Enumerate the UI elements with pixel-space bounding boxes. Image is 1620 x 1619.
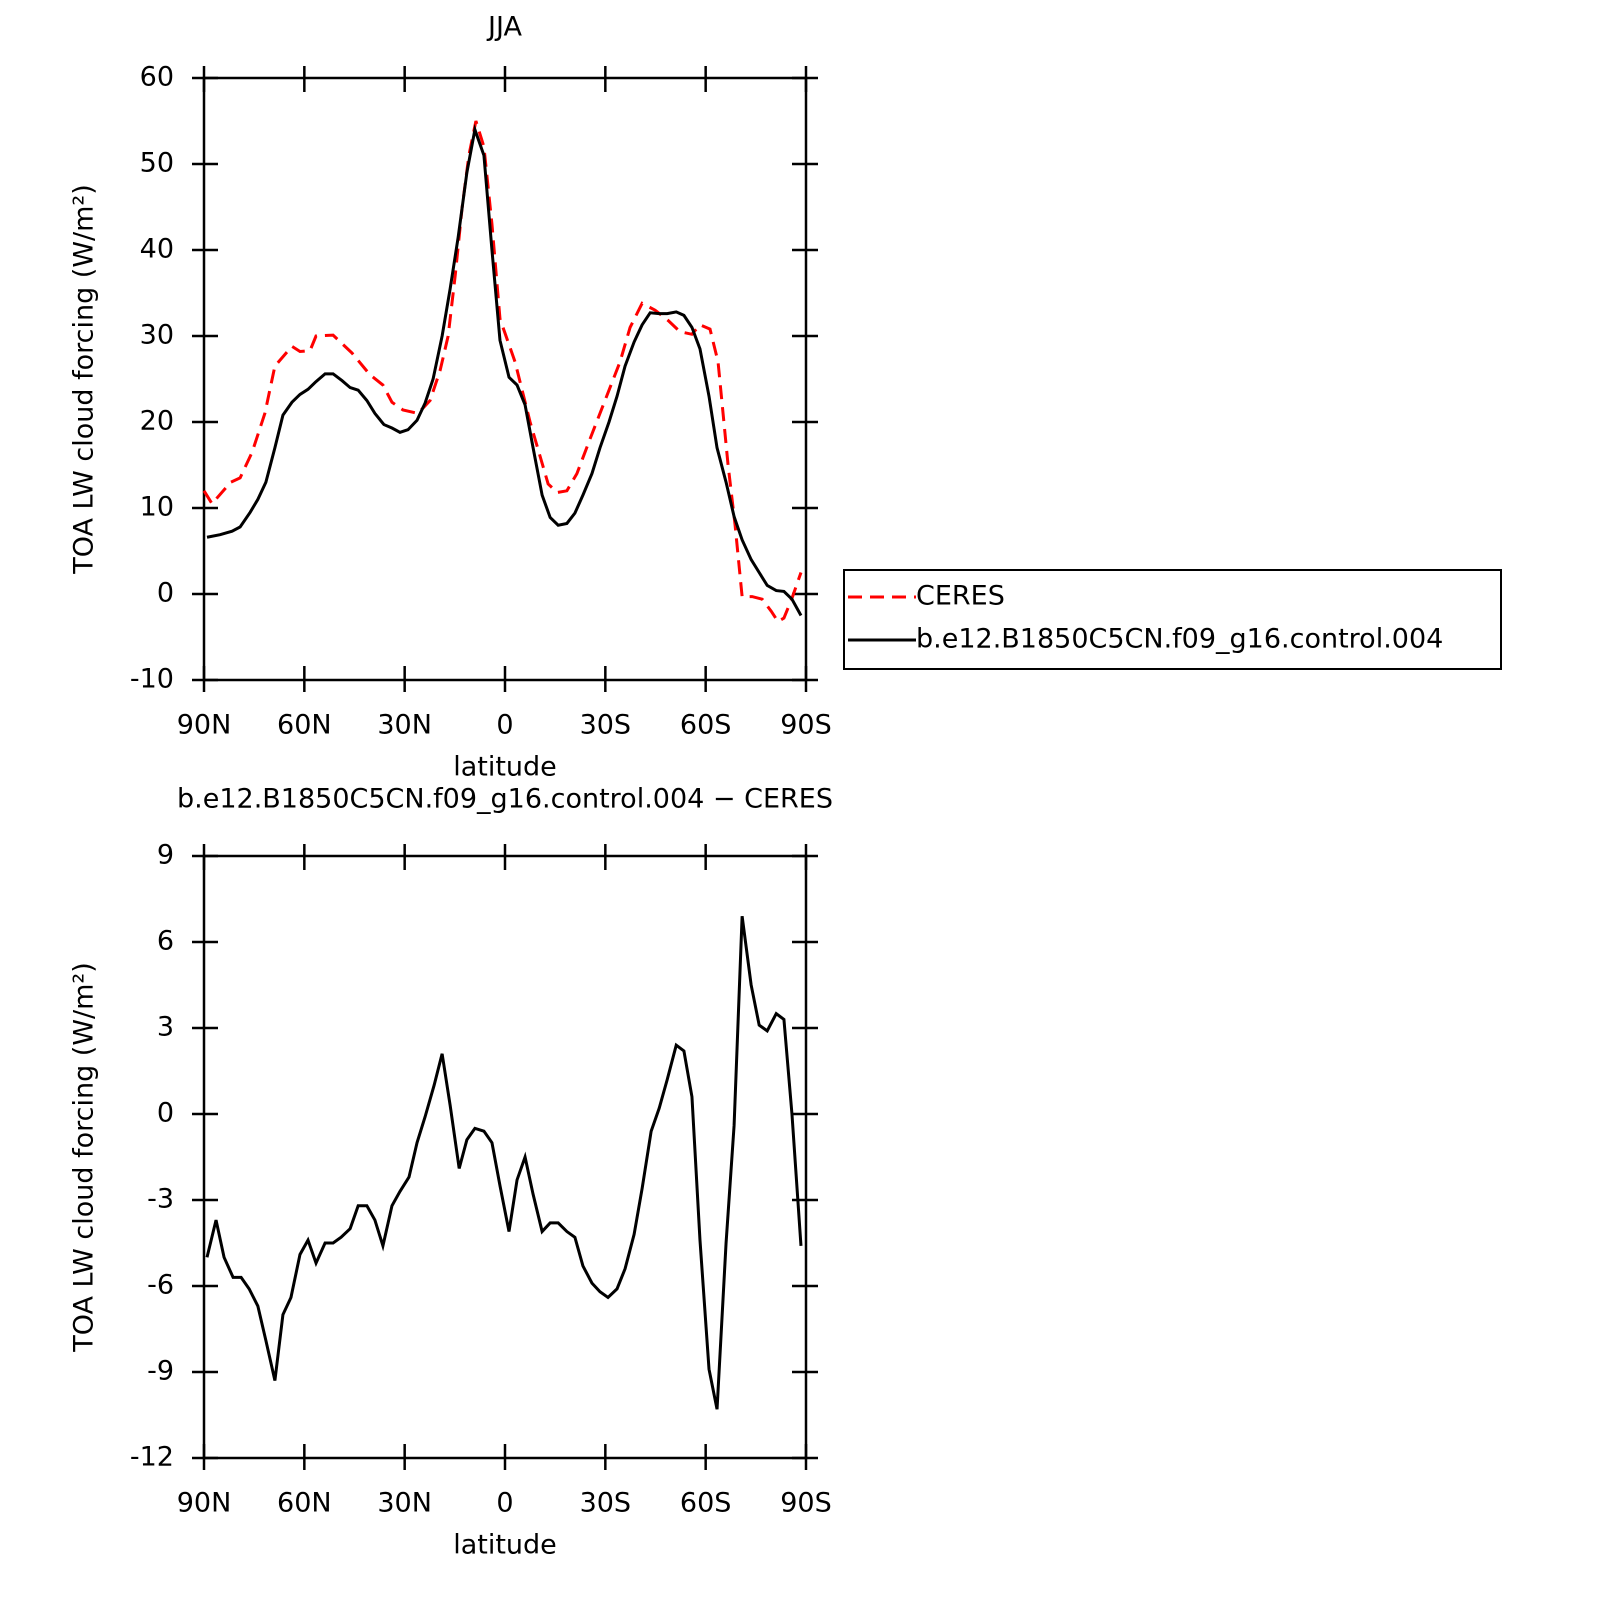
x-tick-label: 90N [177,710,232,741]
x-tick-label: 90N [177,1488,232,1519]
x-tick-label: 60S [680,1488,732,1519]
line-series [206,123,803,617]
y-tick-label: 40 [140,234,174,265]
x-tick-label: 0 [496,710,513,741]
y-axis-label: TOA LW cloud forcing (W/m²) [69,184,100,575]
y-tick-label: 9 [157,840,174,871]
chart-title: b.e12.B1850C5CN.f09_g16.control.004 − CE… [177,784,833,815]
legend-label: b.e12.B1850C5CN.f09_g16.control.004 [916,624,1443,655]
y-tick-label: 60 [140,62,174,93]
y-tick-label: 20 [140,406,174,437]
x-axis-label: latitude [453,1530,557,1561]
y-tick-label: -12 [130,1442,174,1473]
line-series [205,916,803,1410]
x-tick-label: 30S [580,710,632,741]
y-tick-label: 30 [140,320,174,351]
x-tick-label: 60N [277,1488,332,1519]
y-tick-label: -10 [130,664,174,695]
x-tick-label: 90S [780,1488,832,1519]
chart-title: JJA [486,12,522,43]
x-tick-label: 30S [580,1488,632,1519]
y-tick-label: 0 [157,1098,174,1129]
y-tick-label: 3 [157,1012,174,1043]
x-tick-label: 60S [680,710,732,741]
y-tick-label: -3 [147,1184,174,1215]
x-axis-label: latitude [453,752,557,783]
x-tick-label: 0 [496,1488,513,1519]
y-axis-label: TOA LW cloud forcing (W/m²) [69,962,100,1353]
x-tick-label: 30N [377,710,432,741]
x-tick-label: 60N [277,710,332,741]
y-tick-label: -9 [147,1356,174,1387]
y-tick-label: 0 [157,578,174,609]
x-tick-label: 90S [780,710,832,741]
y-tick-label: 6 [157,926,174,957]
legend-label: CERES [916,581,1005,612]
line-series [202,120,803,624]
legend-box [843,569,1502,670]
y-tick-label: -6 [147,1270,174,1301]
x-tick-label: 30N [377,1488,432,1519]
y-tick-label: 10 [140,492,174,523]
y-tick-label: 50 [140,148,174,179]
plot-frame [202,76,808,682]
plot-frame [202,854,808,1460]
